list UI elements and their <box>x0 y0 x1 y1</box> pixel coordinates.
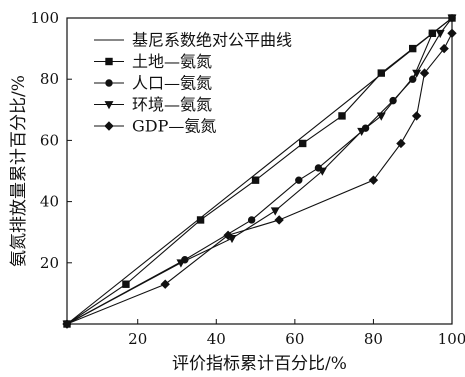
series-line <box>66 17 453 325</box>
series-line <box>66 17 453 325</box>
legend-marker <box>104 101 114 110</box>
x-tick-label: 40 <box>207 330 226 348</box>
data-point <box>270 207 280 216</box>
data-point <box>295 176 303 184</box>
legend-label: 土地—氨氮 <box>132 52 212 71</box>
axis-ticks: 20 40 60 80 100 20 40 60 80 100 <box>30 9 465 348</box>
legend-marker <box>105 79 113 87</box>
data-point <box>376 112 386 121</box>
y-tick-label: 100 <box>30 9 59 27</box>
data-point <box>196 216 205 224</box>
legend-label: GDP—氨氮 <box>132 117 216 136</box>
data-point <box>412 69 422 78</box>
data-point <box>368 175 379 185</box>
series-1 <box>66 17 453 325</box>
legend-label: 基尼系数绝对公平曲线 <box>132 31 292 50</box>
series-5 <box>62 28 457 329</box>
data-point <box>439 43 449 54</box>
legend-item: 基尼系数绝对公平曲线 <box>94 31 292 50</box>
x-axis-label: 评价指标累计百分比/% <box>172 354 347 374</box>
data-point <box>428 29 437 37</box>
series-layer <box>62 14 457 329</box>
data-point <box>299 139 307 148</box>
data-point <box>435 29 445 39</box>
series-4 <box>62 14 457 329</box>
data-point <box>247 216 256 224</box>
data-point <box>317 167 327 176</box>
legend-label: 人口—氨氮 <box>132 74 212 93</box>
data-point <box>357 127 367 137</box>
data-point <box>377 69 385 77</box>
data-point <box>411 111 422 121</box>
x-tick-label: 20 <box>128 330 147 348</box>
series-line <box>66 17 453 325</box>
series-line <box>66 17 453 325</box>
data-point <box>447 28 457 38</box>
legend-label: 环境—氨氮 <box>132 95 212 114</box>
data-point <box>338 112 346 120</box>
plot-frame <box>66 17 453 325</box>
data-point <box>409 44 417 53</box>
y-axis-label: 氨氮排放量累计百分比/% <box>9 75 29 267</box>
legend-item: GDP—氨氮 <box>94 117 216 136</box>
y-tick-label: 60 <box>40 131 59 149</box>
series-line <box>66 33 453 325</box>
legend-marker <box>104 121 114 131</box>
y-tick-label: 40 <box>40 193 59 211</box>
data-point <box>447 14 457 23</box>
data-point <box>160 279 170 289</box>
legend-item: 人口—氨氮 <box>94 74 212 93</box>
data-point <box>274 215 284 225</box>
data-point <box>409 75 417 83</box>
legend-marker <box>105 57 113 66</box>
legend-item: 土地—氨氮 <box>94 52 212 71</box>
data-point <box>176 259 186 268</box>
x-tick-label: 80 <box>364 330 383 348</box>
x-tick-label: 100 <box>438 330 465 348</box>
data-point <box>223 230 233 240</box>
data-point <box>419 68 430 78</box>
x-tick-label: 60 <box>285 330 304 348</box>
data-point <box>62 319 72 329</box>
data-point <box>251 176 260 184</box>
y-tick-label: 80 <box>40 70 59 88</box>
y-tick-label: 20 <box>40 254 59 272</box>
data-point <box>122 280 130 288</box>
data-point <box>396 138 406 149</box>
legend-item: 环境—氨氮 <box>94 95 212 114</box>
